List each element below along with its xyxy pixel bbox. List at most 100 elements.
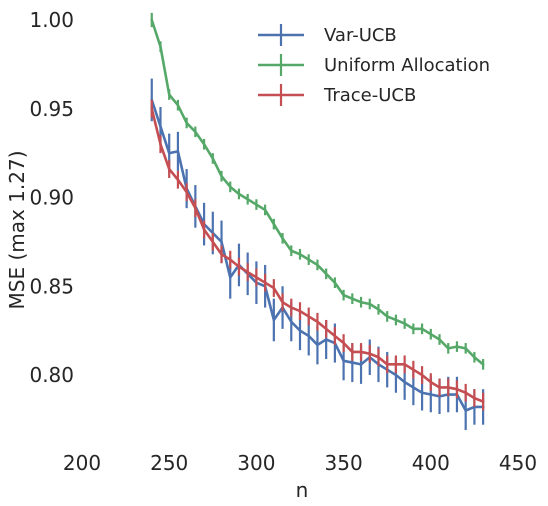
data-point: [394, 373, 398, 377]
data-point: [455, 388, 459, 391]
data-point: [168, 93, 171, 96]
data-point: [298, 329, 302, 332]
data-point: [333, 281, 337, 284]
y-tick-label: 1.00: [29, 8, 74, 32]
data-point: [202, 143, 206, 146]
data-point: [220, 175, 223, 178]
data-point: [351, 361, 354, 364]
x-tick-label: 350: [325, 451, 363, 475]
data-point: [429, 393, 432, 396]
data-point: [237, 265, 241, 268]
data-point: [403, 322, 406, 325]
data-point: [220, 253, 223, 256]
data-point: [438, 386, 441, 389]
x-tick-label: 200: [63, 451, 101, 475]
series-uniform-allocation: [150, 12, 485, 370]
data-point: [429, 380, 432, 384]
data-point: [429, 332, 432, 336]
y-tick-label: 0.95: [29, 97, 74, 121]
data-point: [194, 206, 197, 210]
legend-item: Trace-UCB: [258, 84, 416, 106]
legend-item: Var-UCB: [258, 24, 397, 46]
data-point: [377, 356, 380, 359]
data-point: [412, 327, 415, 331]
data-point: [220, 240, 223, 244]
data-point: [464, 347, 467, 350]
data-point: [281, 237, 284, 240]
data-point: [359, 363, 363, 366]
data-point: [211, 240, 214, 244]
data-point: [316, 343, 319, 347]
data-point: [159, 143, 162, 146]
y-tick-label: 0.90: [29, 186, 74, 210]
data-point: [342, 293, 345, 297]
data-point: [185, 190, 188, 194]
data-point: [412, 368, 415, 371]
data-point: [316, 263, 319, 267]
data-point: [150, 18, 153, 22]
data-point: [455, 345, 459, 348]
legend-label: Trace-UCB: [323, 85, 416, 106]
data-point: [420, 391, 424, 394]
data-point: [481, 363, 485, 366]
data-point: [342, 341, 345, 345]
data-point: [185, 121, 188, 125]
y-tick-label: 0.80: [29, 363, 74, 387]
legend-label: Var-UCB: [324, 25, 397, 46]
data-point: [447, 386, 450, 389]
data-point: [473, 356, 476, 359]
data-point: [298, 253, 302, 256]
data-point: [342, 359, 345, 362]
data-point: [377, 308, 380, 311]
data-point: [159, 125, 162, 128]
data-point: [307, 315, 310, 318]
data-point: [263, 208, 267, 212]
data-point: [447, 347, 450, 350]
data-point: [438, 338, 441, 341]
y-tick-label: 0.85: [29, 274, 74, 298]
series-var-ucb: [150, 78, 485, 431]
x-axis-label: n: [296, 478, 309, 502]
legend-label: Uniform Allocation: [324, 55, 490, 76]
data-point: [324, 272, 328, 276]
data-point: [211, 157, 214, 160]
data-point: [159, 45, 162, 48]
data-point: [368, 302, 371, 306]
data-point: [386, 315, 389, 318]
data-point: [229, 258, 232, 261]
data-point: [290, 306, 293, 309]
data-point: [394, 318, 398, 322]
data-point: [272, 318, 276, 322]
data-point: [420, 373, 424, 377]
data-point: [255, 203, 258, 206]
x-tick-label: 300: [237, 451, 275, 475]
data-point: [246, 270, 249, 274]
data-point: [176, 104, 180, 107]
data-point: [307, 334, 310, 338]
data-point: [307, 258, 310, 261]
data-point: [403, 380, 406, 384]
data-point: [351, 350, 354, 354]
data-point: [324, 338, 328, 341]
data-point: [464, 391, 467, 394]
data-point: [324, 327, 328, 331]
data-point: [386, 363, 389, 366]
axis-layer: 200 250 300 350 400 450 0.80 0.85 0.90 0.95 1.00: [29, 8, 537, 475]
data-point: [202, 228, 206, 231]
data-point: [150, 107, 153, 110]
data-point: [272, 222, 276, 226]
data-point: [290, 249, 293, 252]
data-point: [246, 198, 249, 201]
data-point: [281, 301, 284, 304]
data-point: [298, 309, 302, 313]
data-point: [168, 151, 171, 155]
data-point: [176, 178, 180, 181]
data-point: [481, 400, 485, 403]
data-point: [229, 276, 232, 279]
data-point: [420, 327, 424, 331]
data-point: [359, 350, 363, 354]
data-point: [168, 167, 171, 171]
x-tick-label: 450: [499, 451, 537, 475]
data-point: [255, 276, 258, 279]
